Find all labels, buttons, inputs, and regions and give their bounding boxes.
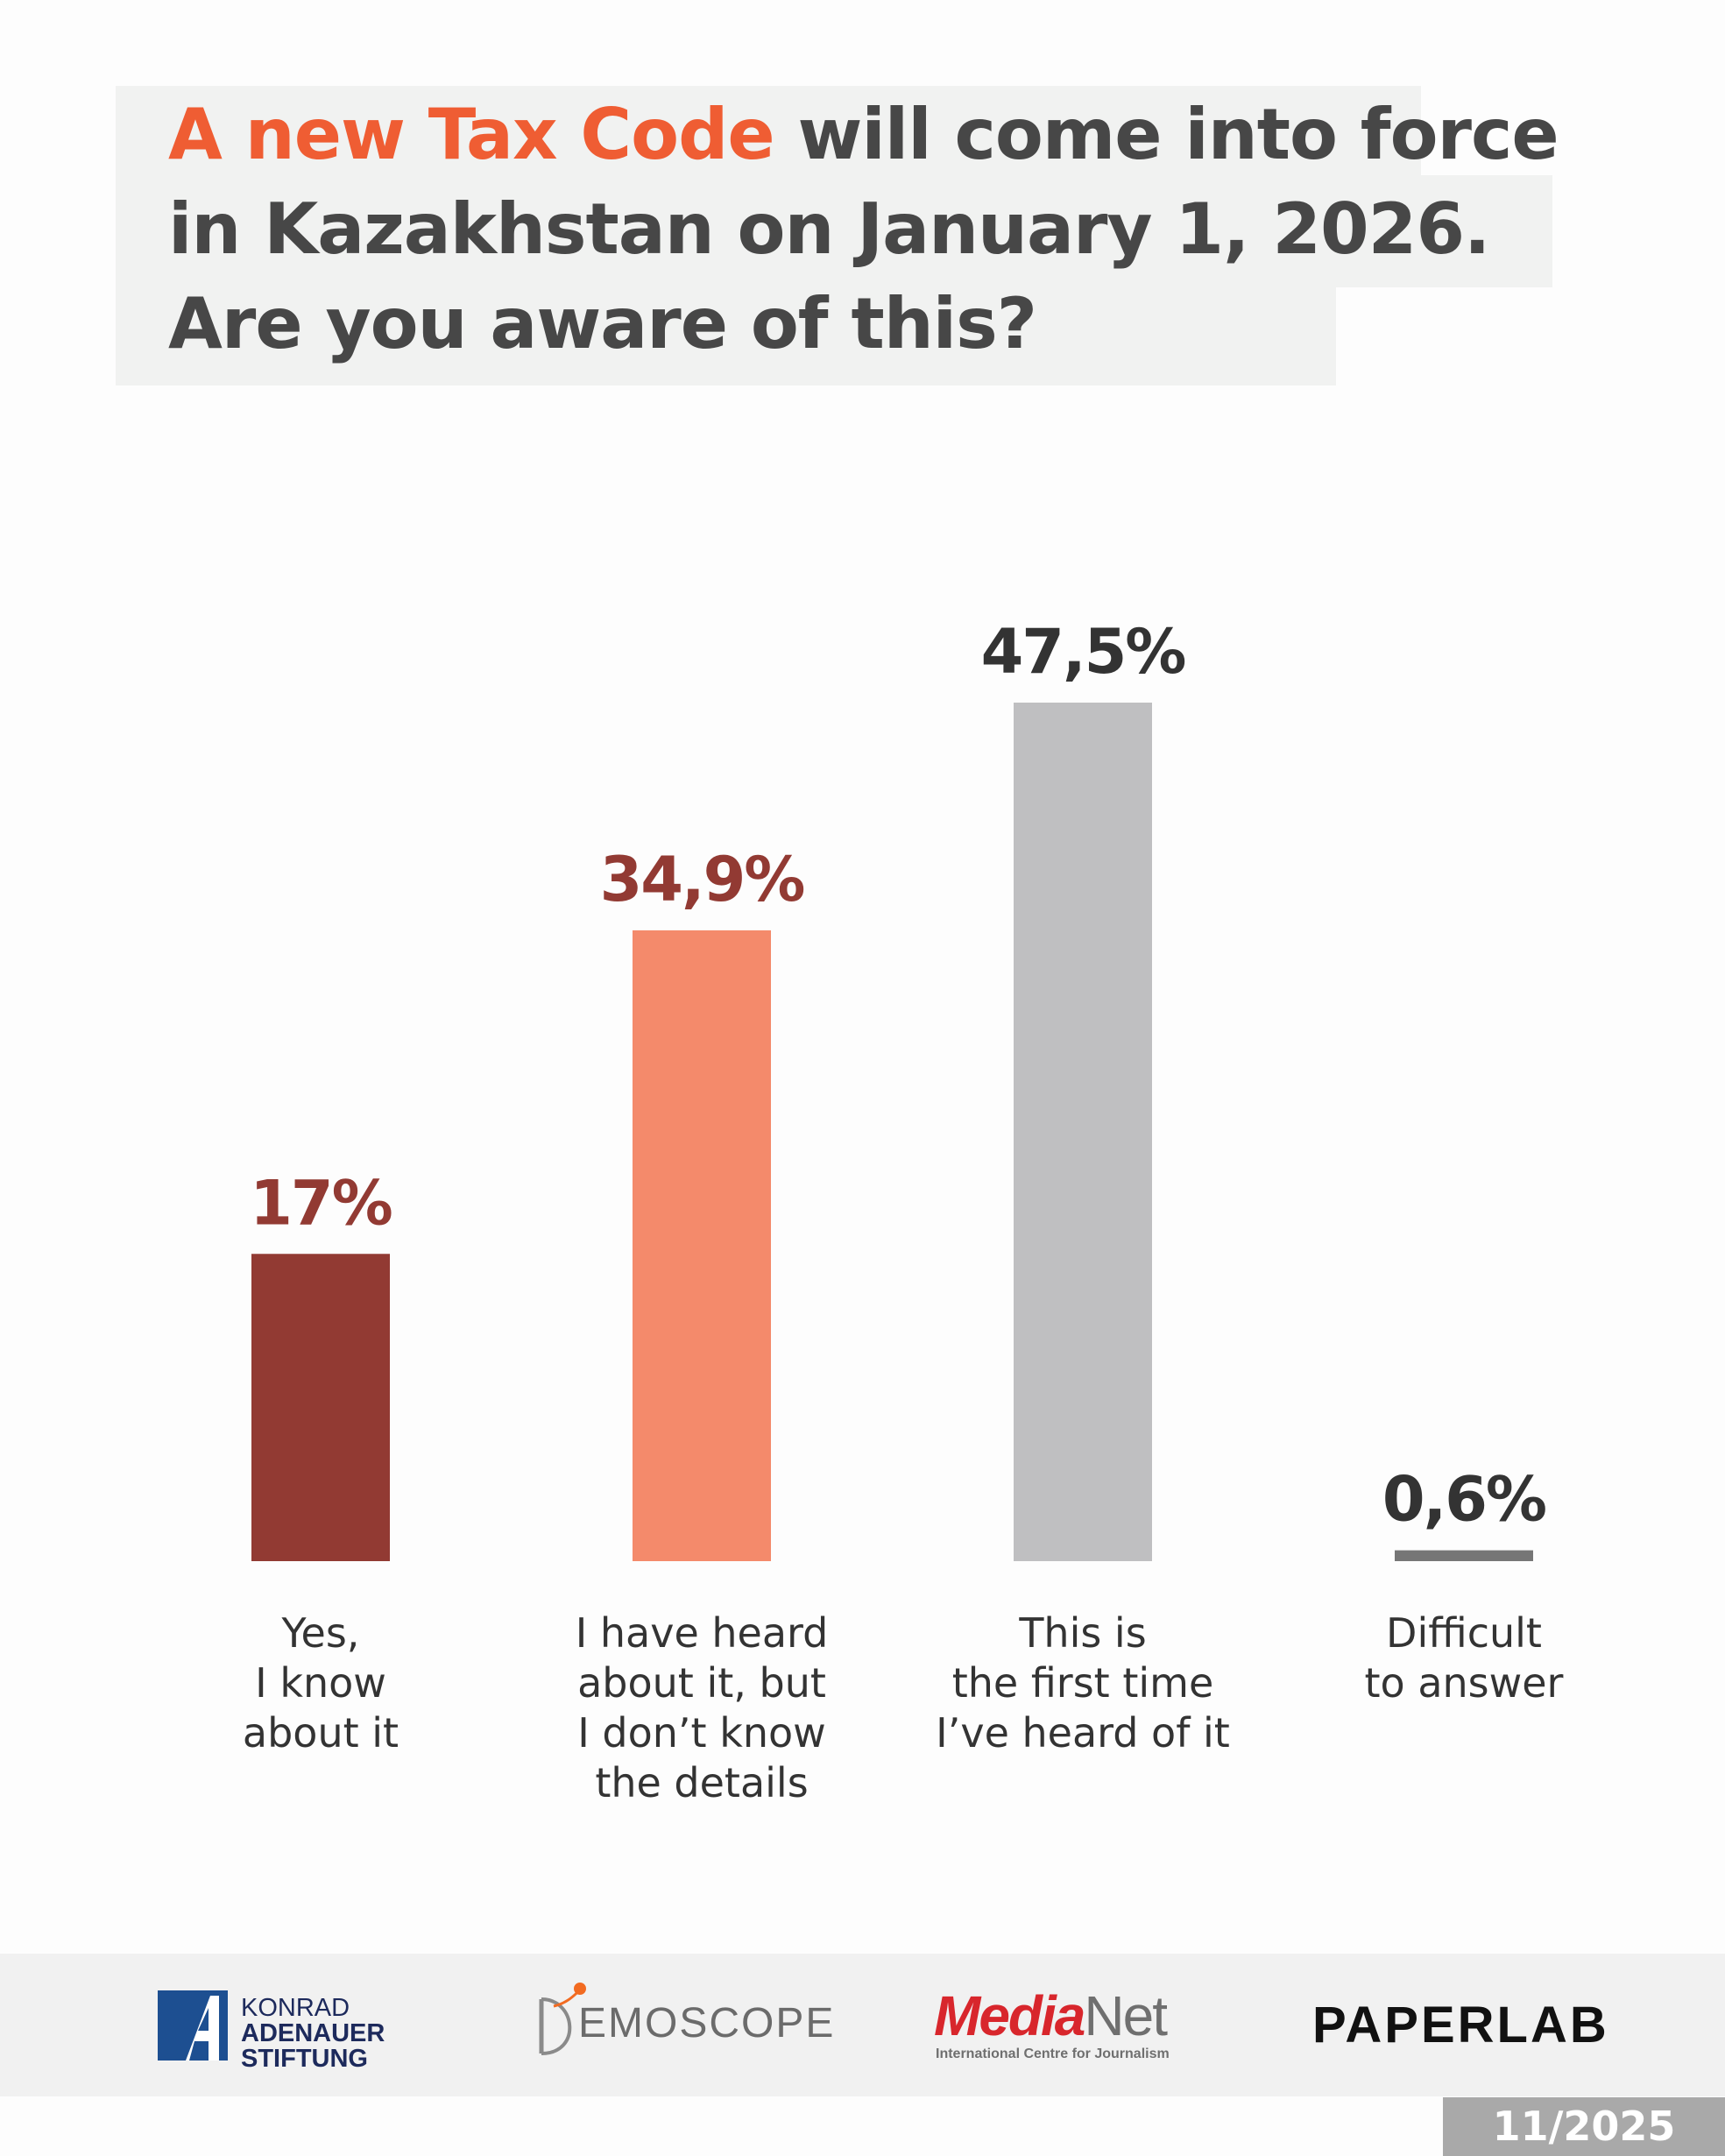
medianet-net: Net	[1084, 1984, 1168, 2047]
bar-2	[633, 930, 771, 1561]
medianet-media: Media	[934, 1984, 1085, 2047]
medianet-wordmark: MediaNet	[934, 1984, 1168, 2047]
footer: KONRAD ADENAUER STIFTUNG EMOSCOPE MediaN…	[0, 1954, 1725, 2096]
chart-title: A new Tax Code will come into force in K…	[168, 88, 1570, 371]
bar-1	[251, 1254, 390, 1561]
category-label-4: Difficult to answer	[1364, 1609, 1564, 1707]
paperlab-logo: PAPERLAB	[1312, 1997, 1609, 2054]
bar-value-label-4: 0,6%	[1382, 1464, 1545, 1536]
medianet-tagline: International Centre for Journalism	[936, 2046, 1170, 2061]
kas-line-3: STIFTUNG	[241, 2045, 368, 2073]
title-background-1	[116, 86, 1421, 175]
demoscope-logo: EMOSCOPE	[534, 1980, 833, 2068]
demoscope-wordmark: EMOSCOPE	[578, 2000, 836, 2046]
bar-value-label-1: 17%	[250, 1167, 392, 1239]
bar-value-label-3: 47,5%	[981, 616, 1185, 688]
bar-3	[1014, 703, 1152, 1561]
kas-wordmark: KONRAD ADENAUER STIFTUNG	[241, 1996, 385, 2072]
kas-line-1: KONRAD	[241, 1994, 350, 2022]
category-label-1: Yes, I know about it	[242, 1609, 399, 1757]
date-badge: 11/2025	[1443, 2097, 1725, 2156]
title-accent: A new Tax Code	[168, 94, 775, 175]
bar-chart: 17% 34,9% 47,5% 0,6%	[250, 616, 1547, 1561]
category-label-2: I have heard about it, but I don’t know …	[575, 1609, 829, 1806]
demoscope-logo-mark-icon	[539, 1983, 586, 2055]
bar-4	[1395, 1550, 1533, 1561]
kas-logo: KONRAD ADENAUER STIFTUNG	[158, 1987, 403, 2072]
category-label-3: This is the first time I’ve heard of it	[936, 1609, 1230, 1757]
title-background-2	[116, 175, 1552, 287]
kas-line-2: ADENAUER	[241, 2019, 385, 2047]
title-background-3	[116, 287, 1336, 385]
kas-logo-mark-icon	[158, 1990, 228, 2061]
medianet-logo: MediaNet International Centre for Journa…	[934, 1985, 1197, 2073]
bar-value-label-2: 34,9%	[600, 844, 804, 915]
title-rest: will come into force in Kazakhstan on Ja…	[168, 94, 1559, 364]
